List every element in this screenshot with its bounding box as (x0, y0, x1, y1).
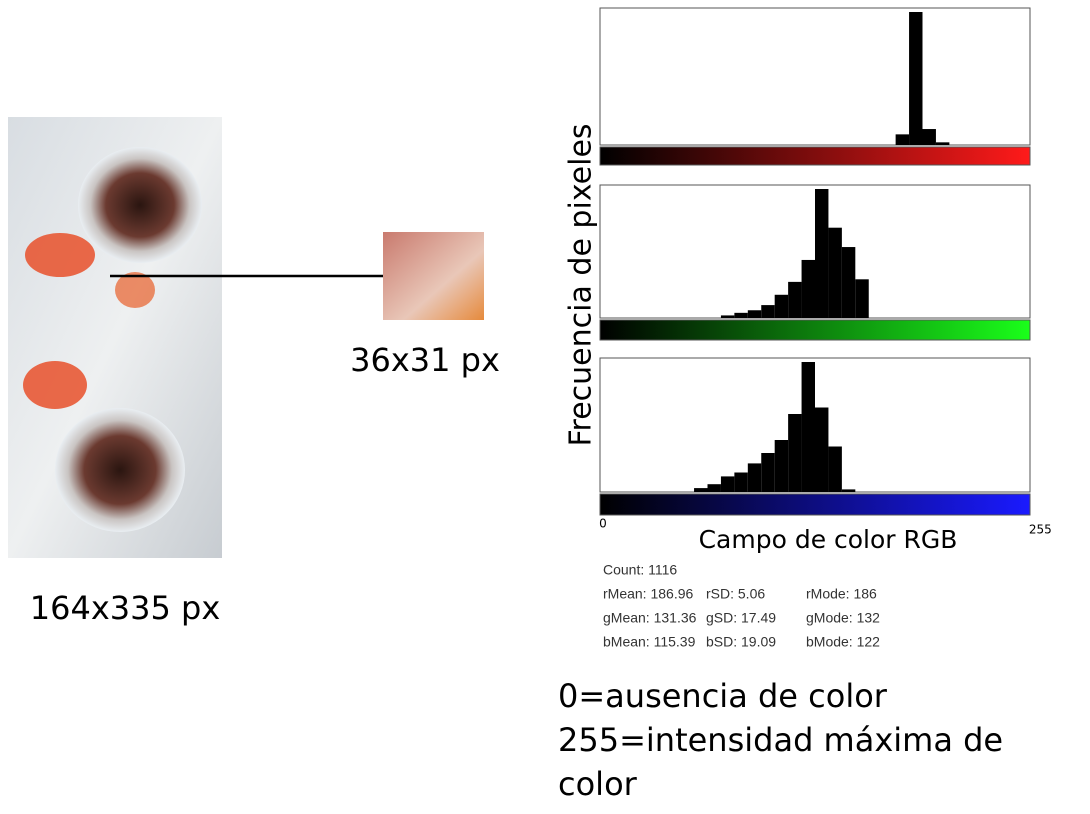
stat-value: bMode: 122 (806, 634, 880, 650)
bar (747, 310, 762, 318)
stat-value: bSD: 19.09 (706, 634, 776, 650)
bar (747, 463, 762, 492)
x-axis-label: Campo de color RGB (699, 525, 958, 554)
bar (788, 281, 802, 318)
bar (828, 227, 842, 318)
bar (895, 134, 910, 145)
bar (815, 189, 829, 318)
bar (828, 446, 842, 492)
bar (761, 305, 775, 318)
color-scale (599, 493, 1031, 516)
stat-value: bMean: 115.39 (603, 634, 696, 650)
note: 0=ausencia de color (558, 677, 888, 715)
bar (761, 453, 775, 492)
stat-value: rSD: 5.06 (706, 586, 765, 602)
bar (909, 12, 923, 145)
note: 255=intensidad máxima de (558, 721, 1003, 759)
bar (720, 315, 735, 318)
bar (734, 312, 748, 318)
red-spot (115, 272, 155, 308)
stat-value: gMode: 132 (806, 610, 880, 626)
color-scale (599, 146, 1031, 166)
bar (707, 484, 721, 492)
eye (78, 147, 202, 263)
stat-value: rMode: 186 (806, 586, 877, 602)
bar (801, 259, 815, 318)
bar (935, 142, 950, 145)
x-tick-label: 255 (1029, 523, 1052, 537)
bar (855, 279, 869, 318)
bar (734, 472, 748, 492)
bar (841, 247, 856, 318)
red-spot (23, 361, 87, 409)
stat-value: gSD: 17.49 (706, 610, 776, 626)
bar (694, 488, 708, 492)
eye (55, 408, 185, 532)
stat-value: gMean: 131.36 (603, 610, 697, 626)
bar (801, 362, 815, 492)
red-spot (25, 233, 95, 277)
histogram-frame (599, 7, 1031, 146)
bar (774, 294, 789, 318)
bar (720, 476, 735, 492)
x-tick-label: 0 (599, 517, 607, 531)
bar (788, 414, 802, 492)
bar (774, 440, 789, 492)
crop-label: 36x31 px (350, 341, 500, 379)
photo (8, 117, 383, 558)
note: color (558, 765, 638, 803)
bar (841, 489, 856, 492)
bar (922, 129, 936, 145)
y-axis-label: Frecuencia de pixeles (564, 123, 599, 446)
color-scale (599, 319, 1031, 341)
stat-value: rMean: 186.96 (603, 586, 693, 602)
photo-label: 164x335 px (30, 589, 221, 627)
bar (815, 407, 829, 492)
crop-image (383, 232, 484, 320)
stat-count: Count: 1116 (603, 562, 677, 578)
